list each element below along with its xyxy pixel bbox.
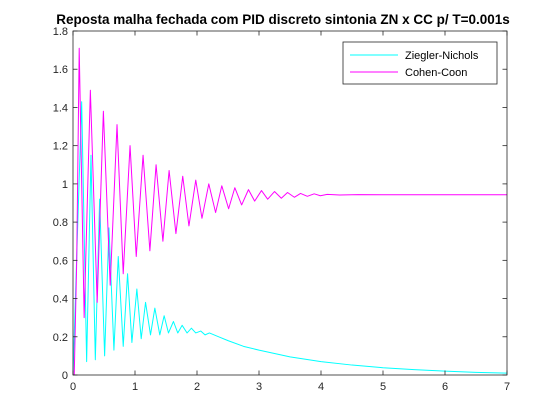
axes-layer: 0 1 2 3 4 5 6 7 0 0.2 0.4 0.6 0.8 1 1.2 1.4 1.6 1.8 — [53, 26, 510, 393]
y-tick-label: 0.4 — [53, 294, 68, 306]
y-tick-label: 0.6 — [53, 255, 68, 267]
x-tick-label: 5 — [380, 381, 386, 393]
legend-box — [342, 41, 498, 85]
y-tick-label: 0.8 — [53, 217, 68, 229]
y-tick-label: 0.2 — [53, 332, 68, 344]
x-tick-label: 4 — [318, 381, 324, 393]
y-tick-label: 1.8 — [53, 26, 68, 38]
x-tick-label: 7 — [504, 381, 510, 393]
plot-area — [73, 31, 507, 375]
y-tick-label: 0 — [62, 370, 68, 382]
x-tick-label: 6 — [442, 381, 448, 393]
series-line-ziegler-nichols — [72, 101, 508, 376]
x-tick-label: 0 — [70, 381, 76, 393]
x-tick-label: 2 — [194, 381, 200, 393]
chart-title: Reposta malha fechada com PID discreto s… — [56, 12, 510, 27]
series-layer — [72, 47, 508, 376]
axes-box — [72, 30, 508, 376]
legend-label: Ziegler-Nichols — [405, 50, 479, 62]
x-tick-label: 1 — [132, 381, 138, 393]
legend-label: Cohen-Coon — [405, 67, 467, 79]
y-tick-label: 1.4 — [53, 102, 68, 114]
y-tick-label: 1.6 — [53, 64, 68, 76]
x-tick-label: 3 — [256, 381, 262, 393]
legend: Ziegler-Nichols Cohen-Coon — [342, 41, 498, 85]
series-line-cohen-coon — [73, 47, 507, 376]
y-tick-label: 1 — [62, 179, 68, 191]
y-tick-label: 1.2 — [53, 141, 68, 153]
